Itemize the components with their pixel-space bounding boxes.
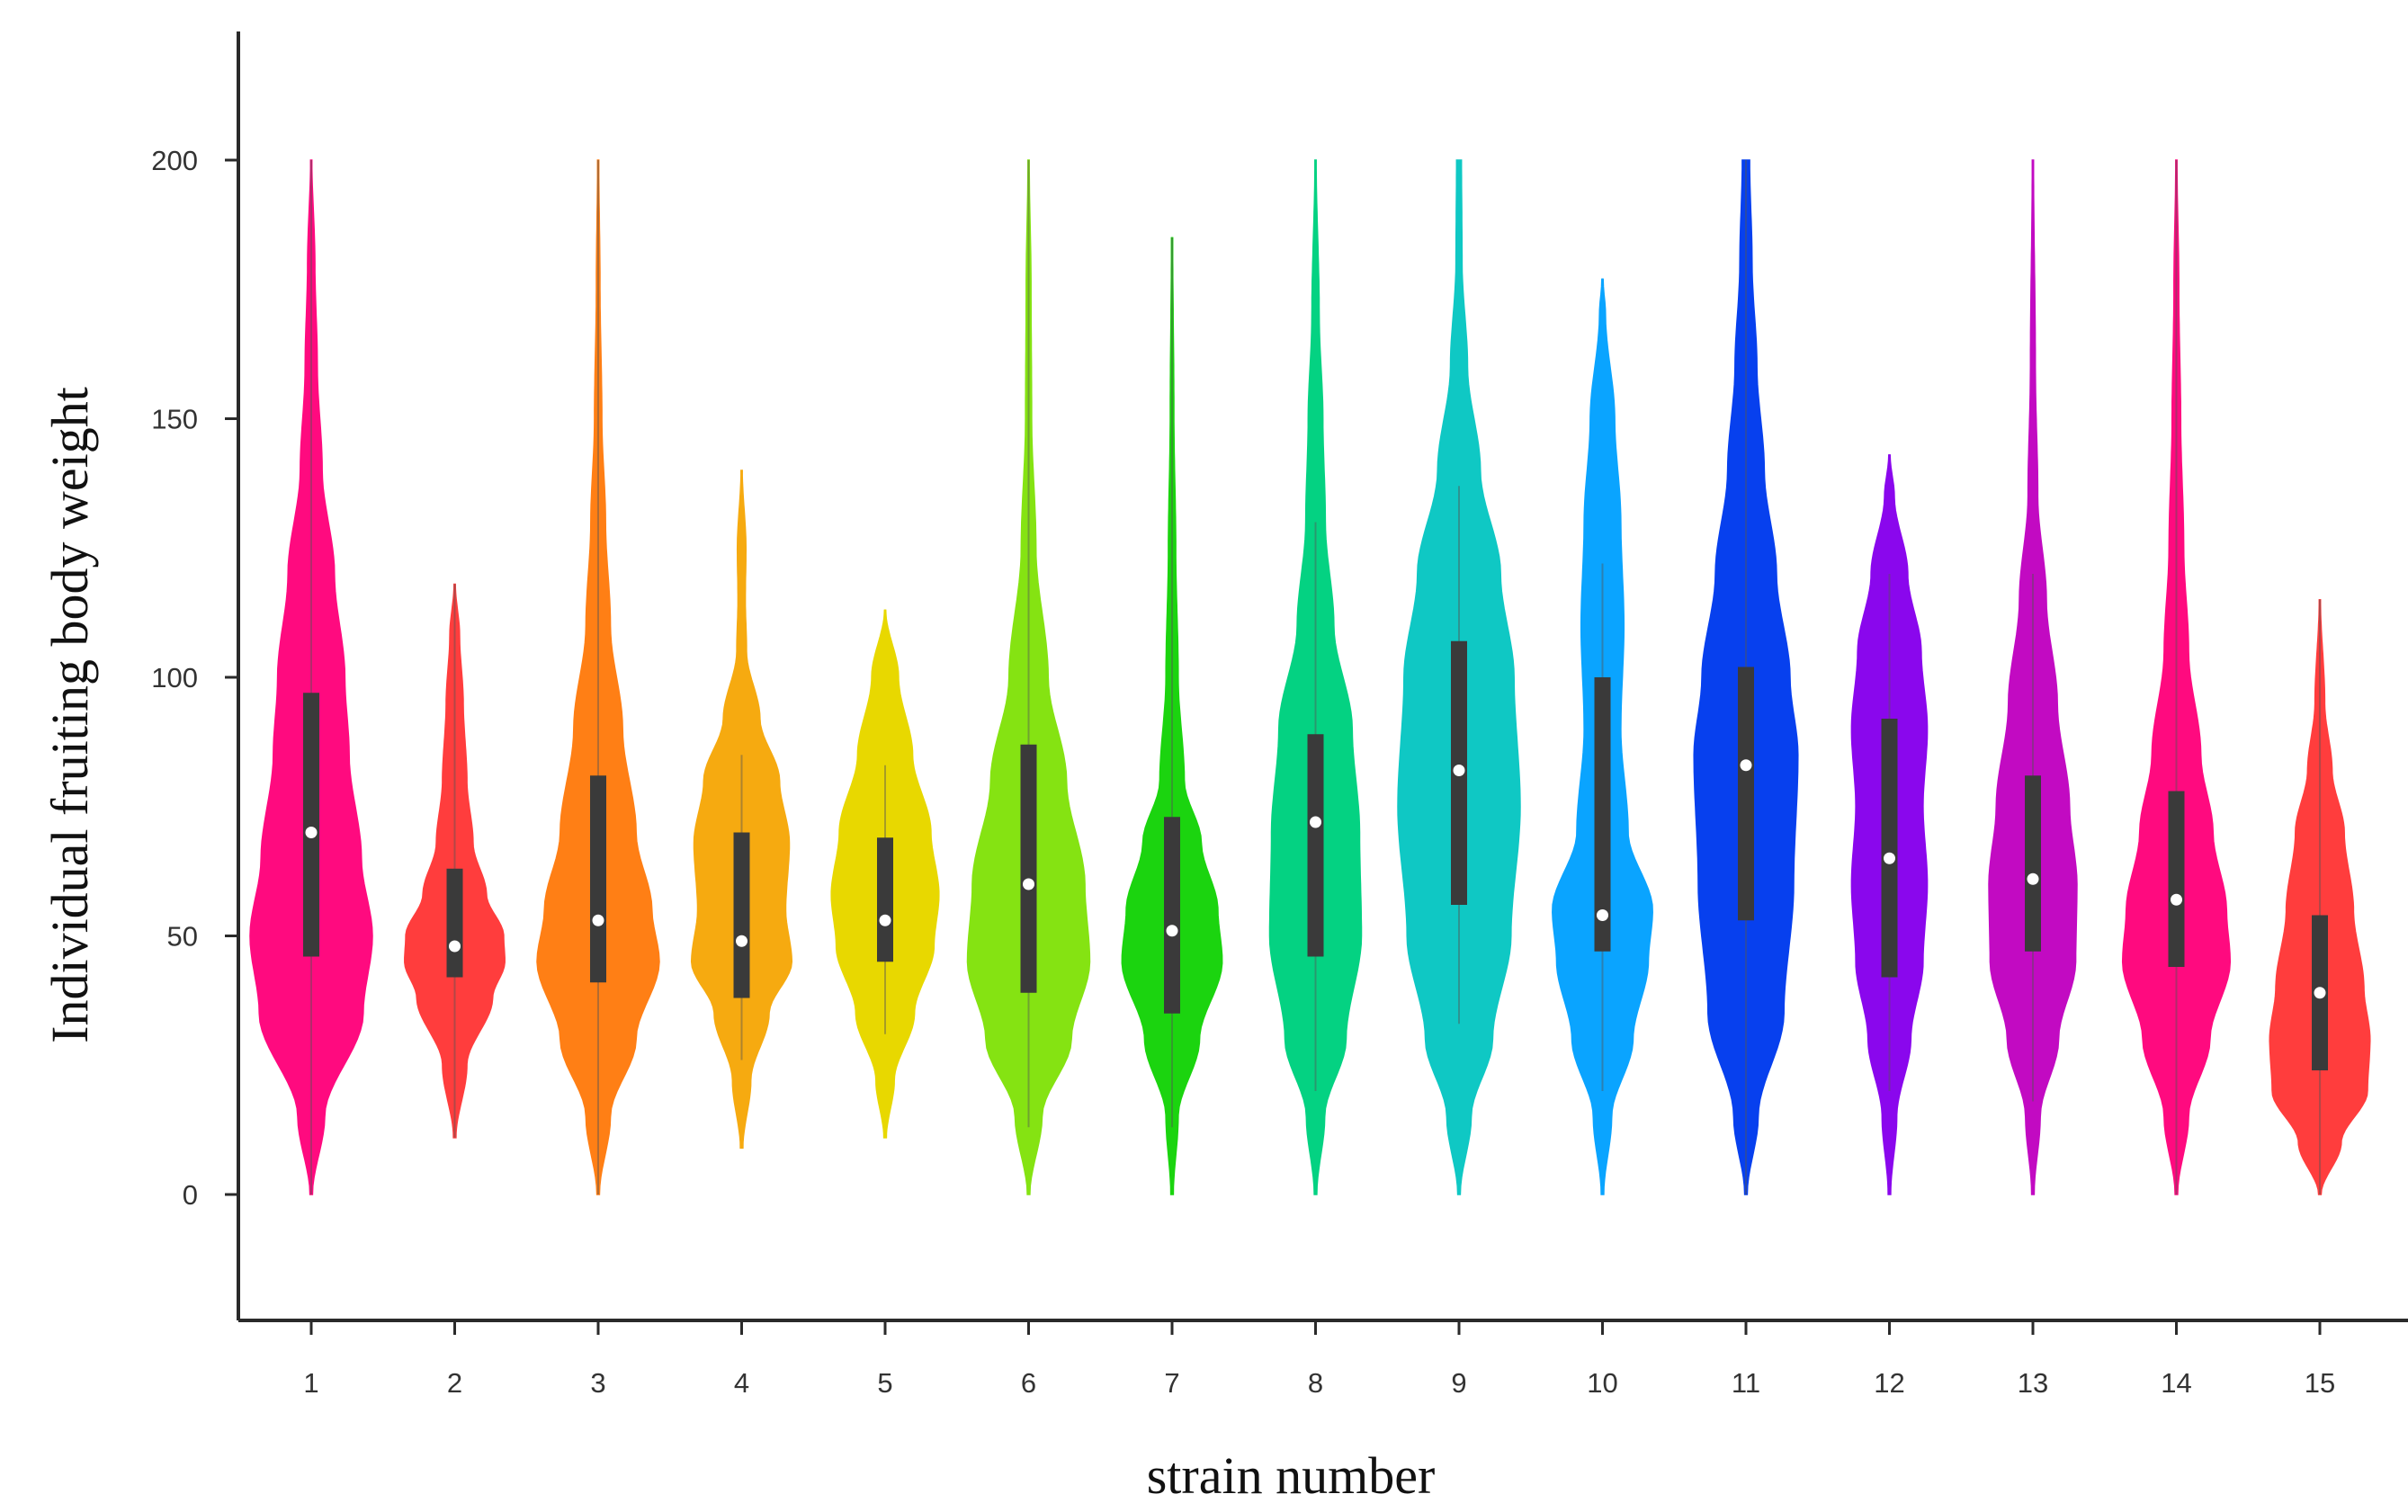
x-tick-label: 2 xyxy=(447,1367,462,1399)
median-dot-strain-8 xyxy=(1310,816,1321,828)
x-tick-label: 12 xyxy=(1874,1367,1904,1399)
median-dot-strain-4 xyxy=(736,935,747,947)
x-axis-title: strain number xyxy=(1147,1446,1436,1505)
y-ticks: 0 50 100 150 200 xyxy=(151,145,238,1211)
median-dot-strain-11 xyxy=(1740,759,1752,772)
median-dot-strain-14 xyxy=(2171,893,2182,906)
iqr-box-strain-2 xyxy=(446,868,463,978)
x-ticks: 1 2 3 4 5 6 7 8 9 10 11 12 13 14 15 xyxy=(303,1320,2335,1399)
x-tick-label: 7 xyxy=(1164,1367,1179,1399)
x-tick-label: 11 xyxy=(1732,1367,1760,1399)
median-dot-strain-13 xyxy=(2027,872,2039,885)
iqr-box-strain-1 xyxy=(303,693,319,957)
iqr-box-strain-8 xyxy=(1307,734,1324,957)
violin-strain-7 xyxy=(1121,237,1223,1195)
x-tick-label: 10 xyxy=(1587,1367,1617,1399)
x-tick-label: 14 xyxy=(2161,1367,2191,1399)
median-dot-strain-9 xyxy=(1453,765,1465,776)
violin-strain-2 xyxy=(404,583,506,1139)
median-dot-strain-15 xyxy=(2314,987,2326,999)
iqr-box-strain-3 xyxy=(590,775,606,983)
violin-strain-3 xyxy=(536,159,660,1195)
iqr-box-strain-12 xyxy=(1881,719,1898,978)
y-tick-label: 200 xyxy=(151,145,198,176)
y-tick-label: 100 xyxy=(151,662,198,693)
y-tick-label: 50 xyxy=(167,921,198,953)
iqr-box-strain-7 xyxy=(1164,817,1180,1014)
iqr-box-strain-4 xyxy=(733,832,750,998)
x-tick-label: 1 xyxy=(303,1367,318,1399)
x-tick-label: 4 xyxy=(734,1367,749,1399)
violin-strain-4 xyxy=(690,470,793,1150)
y-tick-label: 0 xyxy=(183,1179,198,1211)
x-tick-label: 13 xyxy=(2018,1367,2048,1399)
x-tick-label: 5 xyxy=(877,1367,892,1399)
iqr-box-strain-5 xyxy=(877,837,893,962)
median-dot-strain-1 xyxy=(305,827,318,838)
iqr-box-strain-13 xyxy=(2025,775,2041,952)
median-dot-strain-10 xyxy=(1597,909,1608,921)
median-dot-strain-6 xyxy=(1023,878,1034,890)
x-tick-label: 6 xyxy=(1021,1367,1036,1399)
iqr-box-strain-10 xyxy=(1594,677,1611,952)
violin-strain-14 xyxy=(2121,159,2232,1195)
violin-strain-13 xyxy=(1988,159,2078,1195)
violin-strain-8 xyxy=(1268,159,1363,1195)
median-dot-strain-5 xyxy=(879,914,891,926)
y-tick-label: 150 xyxy=(151,404,198,435)
iqr-box-strain-11 xyxy=(1738,667,1754,921)
median-dot-strain-2 xyxy=(449,940,461,953)
box-layer xyxy=(303,160,2328,1194)
iqr-box-strain-6 xyxy=(1020,744,1037,993)
x-tick-label: 15 xyxy=(2305,1367,2335,1399)
x-tick-label: 8 xyxy=(1308,1367,1323,1399)
violin-strain-1 xyxy=(249,159,373,1195)
violin-strain-6 xyxy=(966,159,1091,1195)
median-dot-strain-7 xyxy=(1166,925,1178,937)
x-tick-label: 9 xyxy=(1451,1367,1466,1399)
x-tick-label: 3 xyxy=(590,1367,605,1399)
y-axis-title: Individual fruiting body weight xyxy=(40,387,99,1043)
iqr-box-strain-14 xyxy=(2168,791,2185,967)
violin-strain-15 xyxy=(2269,598,2371,1195)
median-dot-strain-12 xyxy=(1884,852,1895,864)
median-dot-strain-3 xyxy=(592,914,604,926)
